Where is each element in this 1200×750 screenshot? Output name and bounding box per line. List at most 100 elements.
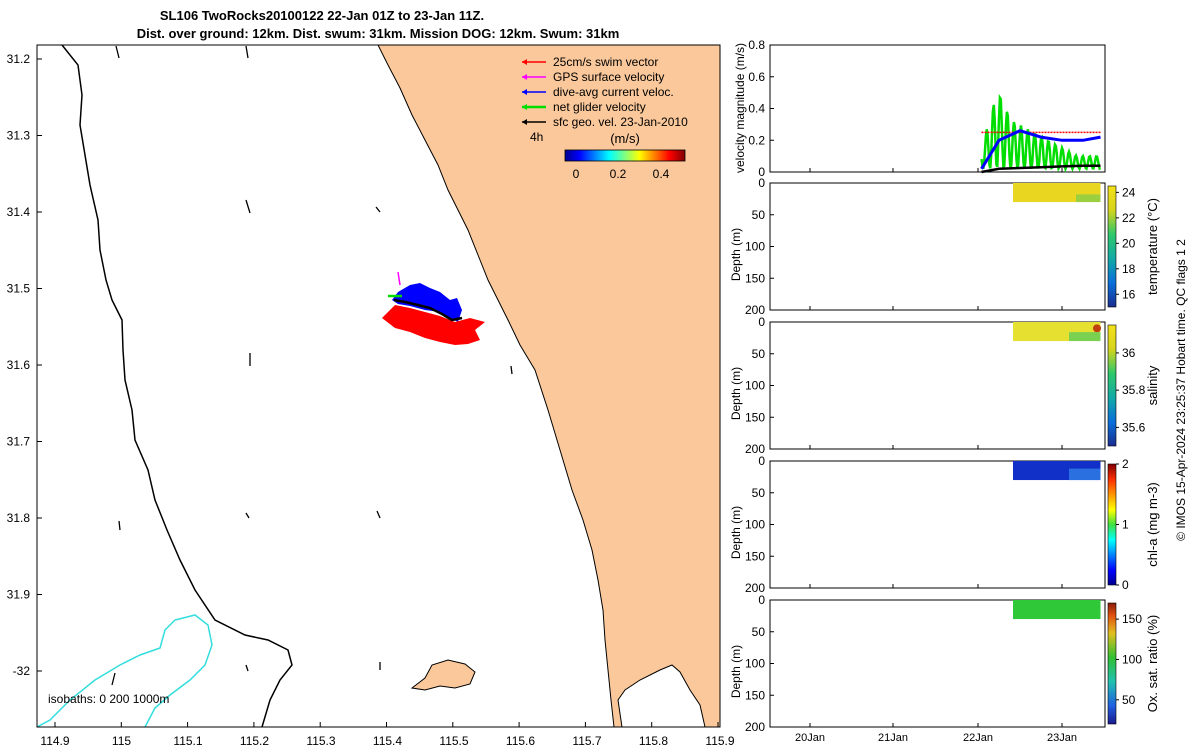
legend-label: 25cm/s swim vector [553,55,658,69]
time-x-tick-label: 20Jan [795,732,825,744]
colorbar-tick-label: 2 [1122,457,1129,471]
depth-y-tick-label: 100 [745,657,765,671]
map-x-tick-label: 114.9 [40,734,69,748]
time-label: 4h [530,130,543,144]
map-y-tick-label: 31.9 [7,588,31,602]
profile-data-patch [1069,468,1101,481]
credit-text: © IMOS 15-Apr-2024 23:25:37 Hobart time.… [1174,239,1188,541]
isobath-label: isobaths: 0 200 1000m [48,692,169,706]
colorbar-tick-label: 20 [1122,236,1136,250]
depth-y-tick-label: 0 [758,315,765,329]
speed-colorbar-tick: 0.2 [610,167,627,181]
title-line-2: Dist. over ground: 12km. Dist. swum: 31k… [137,26,620,41]
velocity-series [980,93,1102,174]
time-x-tick-label: 22Jan [963,732,993,744]
depth-axes [769,460,1106,589]
depth-y-tick-label: 100 [745,240,765,254]
depth-y-tick-label: 150 [745,688,765,702]
colorbar-label: chl-a (mg m-3) [1145,482,1160,567]
depth-y-tick-label: 50 [752,347,766,361]
legend-label: GPS surface velocity [553,70,664,84]
map-x-tick-label: 115 [112,734,131,748]
profile-data-patch [1069,332,1101,342]
depth-ylabel: Depth (m) [729,228,743,281]
legend-label: net glider velocity [553,100,646,114]
colorbar-tick-label: 24 [1122,185,1136,199]
glider-track-vectors [382,271,485,345]
map-x-tick-label: 115.8 [639,734,668,748]
depth-ylabel: Depth (m) [729,506,743,559]
island [410,659,476,691]
map-y-tick-label: 31.2 [7,52,31,66]
colorbar-tick-label: 22 [1122,211,1136,225]
depth-panel-chl-a: 0 50 100 150 200 Depth (m) 0 1 2 chl-a (mg m-3) [729,454,1160,595]
map-x-tick-label: 115.2 [240,734,269,748]
depth-panel-salinity: 0 50 100 150 200 Depth (m) 35.6 35.8 36 salinity [729,315,1160,456]
depth-ylabel: Depth (m) [729,645,743,698]
land-mass [377,44,721,728]
geo-vector [118,520,121,531]
colorbar [1107,463,1117,586]
map-x-tick-label: 115.4 [373,734,402,748]
colorbar-tick-label: 35.6 [1122,420,1146,434]
speed-colorbar-tick: 0.4 [653,167,670,181]
depth-y-tick-label: 50 [752,486,766,500]
map-x-tick-label: 115.5 [439,734,468,748]
colorbar [1107,602,1117,725]
depth-y-tick-label: 200 [745,442,765,456]
geo-vector [115,45,120,59]
depth-y-tick-label: 150 [745,271,765,285]
velocity-y-ticks: 0 0.2 0.4 0.6 0.8 [748,38,774,179]
colorbar-tick-label: 35.8 [1122,383,1146,397]
depth-y-tick-label: 200 [745,720,765,734]
time-x-tick-label: 23Jan [1047,732,1077,744]
colorbar-tick-label: 1 [1122,518,1129,532]
legend-arrowhead [522,104,527,110]
speed-colorbar-ticks: 0 0.2 0.4 [573,167,670,181]
colorbar-tick-label: 0 [1122,578,1129,592]
velocity-ylabel: velocity magnitude (m/s) [733,43,747,173]
velocity-y-tick-label: 0.8 [748,38,765,52]
swim-vectors [382,305,485,345]
map-y-tick-label: 31.5 [7,282,31,296]
depth-axes [769,599,1106,728]
colorbar-tick-label: 16 [1122,287,1136,301]
depth-y-tick-label: 0 [758,593,765,607]
colorbar [1107,185,1117,308]
time-x-ticks: 20Jan 21Jan 22Jan 23Jan [795,732,1077,744]
colorbar-tick-label: 150 [1122,612,1142,626]
map-x-tick-label: 115.1 [173,734,202,748]
isobath-1000 [36,614,213,728]
colorbar-label: Ox. sat. ratio (%) [1145,615,1160,713]
depth-ylabel: Depth (m) [729,367,743,420]
glider-track [393,298,463,322]
depth-axes [769,321,1106,450]
depth-y-tick-label: 50 [752,208,766,222]
legend-arrowhead [522,59,527,65]
depth-y-tick-label: 0 [758,454,765,468]
depth-panel-temperature: 0 50 100 150 200 Depth (m) 16 18 20 22 24 temperatu… [729,176,1160,317]
velocity-y-tick-label: 0.6 [748,70,765,84]
speed-colorbar [564,149,686,162]
depth-y-tick-label: 0 [758,176,765,190]
depth-axes [769,182,1106,311]
colorbar-title: (m/s) [610,131,640,146]
dive-avg-current-line [980,129,1101,170]
legend-arrowhead [522,119,527,125]
velocity-y-tick-label: 0 [758,165,765,179]
colorbar-tick-label: 36 [1122,346,1136,360]
isobath-200 [61,44,293,728]
geo-vector [376,510,381,519]
geo-vector [510,365,513,375]
profile-data-block [1013,600,1101,620]
dive-avg-current-vectors [392,283,462,322]
map-y-tick-label: -32 [13,664,31,678]
map-y-tick-label: 31.4 [7,205,31,219]
depth-y-tick-label: 200 [745,581,765,595]
depth-y-tick-label: 100 [745,518,765,532]
colorbar-tick-label: 100 [1122,652,1142,666]
